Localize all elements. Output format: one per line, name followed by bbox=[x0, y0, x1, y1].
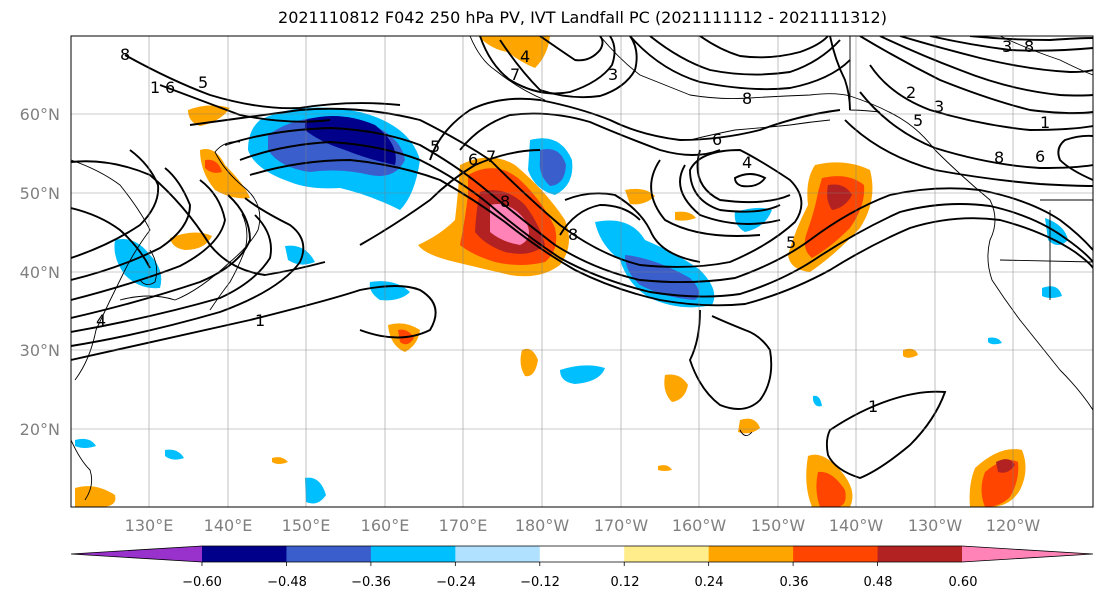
contour-label: 4 bbox=[96, 311, 106, 330]
lon-label: 140°W bbox=[829, 516, 884, 535]
colorbar-segment bbox=[370, 546, 456, 562]
latitude-labels: 60°N 50°N 40°N 30°N 20°N bbox=[20, 105, 60, 439]
contour-label: 7 bbox=[486, 147, 496, 166]
colorbar-tick-label: −0.48 bbox=[267, 575, 307, 590]
map-title: 2021110812 F042 250 hPa PV, IVT Landfall… bbox=[278, 8, 887, 27]
longitude-labels: 130°E 140°E 150°E 160°E 170°E 180°W 170°… bbox=[125, 516, 1041, 535]
positive-anomaly-regions bbox=[75, 36, 1026, 507]
colorbar-tick-label: 0.48 bbox=[864, 575, 893, 590]
contour-label: 6 bbox=[1035, 147, 1045, 166]
contour-label: 1 bbox=[868, 397, 878, 416]
colorbar-tick-label: 0.60 bbox=[949, 575, 978, 590]
lat-label: 60°N bbox=[20, 105, 60, 124]
contour-label: 8 bbox=[568, 225, 578, 244]
colorbar-tick-label: 0.12 bbox=[611, 575, 640, 590]
contour-label: 1 bbox=[255, 311, 265, 330]
lon-label: 180°W bbox=[515, 516, 570, 535]
colorbar-extend-low bbox=[71, 546, 202, 562]
colorbar-tick-label: 0.24 bbox=[695, 575, 724, 590]
colorbar-segment bbox=[877, 546, 963, 562]
lon-label: 160°E bbox=[361, 516, 410, 535]
contour-label: 5 bbox=[198, 73, 208, 92]
contour-label: 5 bbox=[430, 137, 440, 156]
contour-label: 5 bbox=[913, 111, 923, 130]
colorbar-segment bbox=[624, 546, 710, 562]
colorbar-segment bbox=[455, 546, 541, 562]
colorbar-tick-label: 0.36 bbox=[780, 575, 809, 590]
lon-label: 120°W bbox=[986, 516, 1041, 535]
colorbar-segment bbox=[793, 546, 879, 562]
lat-label: 50°N bbox=[20, 184, 60, 203]
contour-label: 8 bbox=[120, 45, 130, 64]
colorbar-segments bbox=[70, 545, 1094, 566]
colorbar-extend-high bbox=[962, 546, 1093, 562]
colorbar-tick-label: −0.36 bbox=[351, 575, 391, 590]
map-plot-area: 8 1 6 5 5 6 7 8 5 4 1 8 7 4 8 6 3 2 3 5 … bbox=[71, 36, 1093, 507]
map-frame bbox=[70, 35, 1094, 508]
lon-label: 170°W bbox=[594, 516, 649, 535]
contour-label: 4 bbox=[742, 153, 752, 172]
colorbar-segment bbox=[286, 546, 372, 562]
lat-label: 40°N bbox=[20, 263, 60, 282]
colorbar-tick-label: −0.12 bbox=[520, 575, 560, 590]
lon-label: 130°W bbox=[908, 516, 963, 535]
lon-label: 160°W bbox=[672, 516, 727, 535]
contour-label: 3 bbox=[608, 65, 618, 84]
contour-labels: 8 1 6 5 5 6 7 8 5 4 1 8 7 4 8 6 3 2 3 5 … bbox=[96, 37, 1050, 416]
contour-label: 3 bbox=[934, 97, 944, 116]
contour-label: 2 bbox=[906, 83, 916, 102]
pv-contours bbox=[71, 36, 1093, 480]
contour-label: 6 bbox=[712, 130, 722, 149]
contour-label: 8 bbox=[994, 148, 1004, 167]
lon-label: 140°E bbox=[204, 516, 253, 535]
contour-label: 3 bbox=[1002, 37, 1012, 56]
lon-label: 150°E bbox=[282, 516, 331, 535]
contour-label: 7 bbox=[510, 65, 520, 84]
graticule bbox=[71, 36, 1093, 507]
lat-label: 20°N bbox=[20, 420, 60, 439]
colorbar-segment bbox=[202, 546, 287, 562]
colorbar-tick-label: −0.60 bbox=[182, 575, 222, 590]
contour-label: 6 bbox=[468, 150, 478, 169]
colorbar-segment bbox=[708, 546, 794, 562]
lon-label: 170°E bbox=[439, 516, 488, 535]
contour-label: 8 bbox=[500, 192, 510, 211]
contour-label: 4 bbox=[520, 47, 530, 66]
colorbar: −0.60 −0.48 −0.36 −0.24 −0.12 0.12 0.24 … bbox=[70, 545, 1094, 590]
lon-label: 150°W bbox=[751, 516, 806, 535]
contour-label: 1 bbox=[1040, 113, 1050, 132]
coastlines bbox=[71, 36, 1093, 501]
contour-label: 1 bbox=[150, 78, 160, 97]
contour-label: 8 bbox=[1024, 37, 1034, 56]
contour-label: 5 bbox=[786, 233, 796, 252]
contour-label: 8 bbox=[742, 89, 752, 108]
colorbar-ticks: −0.60 −0.48 −0.36 −0.24 −0.12 0.12 0.24 … bbox=[182, 575, 977, 590]
lat-label: 30°N bbox=[20, 341, 60, 360]
colorbar-segment bbox=[539, 546, 625, 562]
contour-label: 6 bbox=[165, 78, 175, 97]
colorbar-tick-label: −0.24 bbox=[436, 575, 476, 590]
lon-label: 130°E bbox=[125, 516, 174, 535]
